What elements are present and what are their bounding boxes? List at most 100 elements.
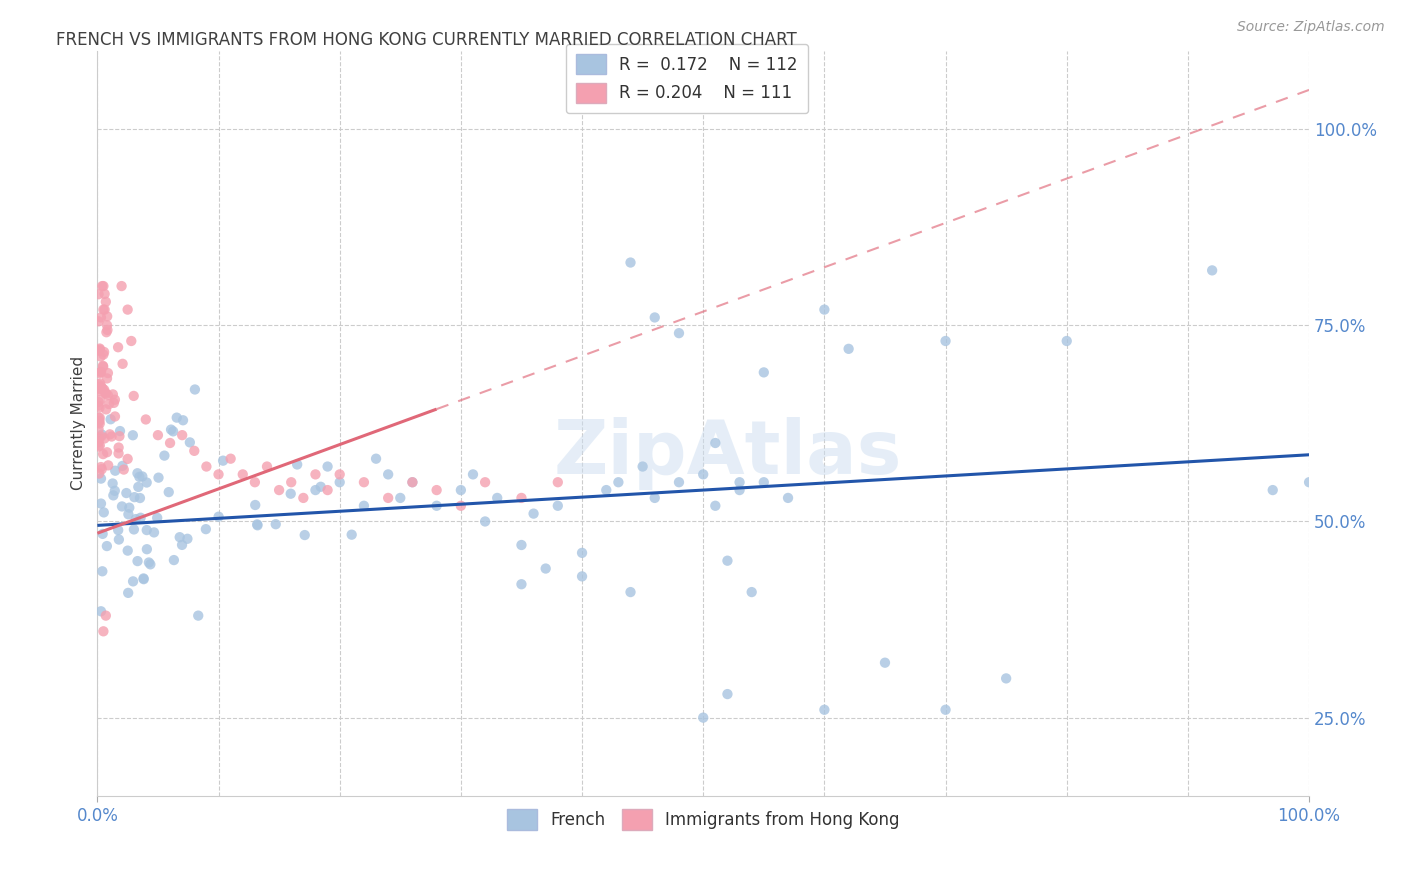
Point <box>96 325 118 339</box>
Point <box>87 414 110 428</box>
Point <box>94 294 117 309</box>
Point <box>90 427 112 442</box>
Point <box>96 318 118 333</box>
Text: ZipAtlas: ZipAtlas <box>554 417 901 490</box>
Point <box>207 509 229 524</box>
Point <box>87 395 110 409</box>
Point <box>245 498 267 512</box>
Point <box>304 483 326 497</box>
Point <box>316 459 339 474</box>
Point <box>752 365 775 379</box>
Point <box>94 402 117 417</box>
Point <box>510 491 533 505</box>
Point <box>184 383 207 397</box>
Point <box>135 523 157 537</box>
Point <box>94 386 117 401</box>
Point <box>117 451 139 466</box>
Point <box>340 527 363 541</box>
Point <box>143 525 166 540</box>
Point <box>139 558 162 572</box>
Legend: French, Immigrants from Hong Kong: French, Immigrants from Hong Kong <box>501 803 907 836</box>
Point <box>96 445 118 459</box>
Point <box>547 499 569 513</box>
Point <box>146 510 169 524</box>
Point <box>128 470 150 484</box>
Point <box>510 577 533 591</box>
Point <box>121 428 143 442</box>
Point <box>389 491 412 505</box>
Point <box>87 384 110 398</box>
Point <box>607 475 630 490</box>
Point <box>571 546 593 560</box>
Point <box>89 417 111 431</box>
Point <box>1298 475 1320 490</box>
Point <box>741 585 763 599</box>
Point <box>873 656 896 670</box>
Point <box>547 475 569 490</box>
Point <box>98 397 121 411</box>
Point <box>93 302 115 317</box>
Point <box>179 435 201 450</box>
Point <box>108 429 131 443</box>
Point <box>90 472 112 486</box>
Point <box>87 314 110 328</box>
Point <box>89 376 111 391</box>
Point <box>87 382 110 396</box>
Point <box>90 365 112 379</box>
Point <box>93 345 115 359</box>
Point <box>522 507 544 521</box>
Point <box>166 410 188 425</box>
Point <box>163 553 186 567</box>
Point <box>256 459 278 474</box>
Point <box>117 586 139 600</box>
Point <box>94 608 117 623</box>
Point <box>461 467 484 482</box>
Point <box>474 475 496 490</box>
Point <box>118 500 141 515</box>
Point <box>571 569 593 583</box>
Point <box>776 491 799 505</box>
Point <box>87 399 110 413</box>
Point <box>212 453 235 467</box>
Point <box>111 458 134 473</box>
Point <box>122 389 145 403</box>
Point <box>329 475 352 490</box>
Point <box>728 475 751 490</box>
Point <box>89 410 111 425</box>
Point <box>329 467 352 482</box>
Text: FRENCH VS IMMIGRANTS FROM HONG KONG CURRENTLY MARRIED CORRELATION CHART: FRENCH VS IMMIGRANTS FROM HONG KONG CURR… <box>56 31 797 49</box>
Point <box>87 410 110 425</box>
Point <box>93 347 115 361</box>
Point <box>146 428 169 442</box>
Point <box>692 467 714 482</box>
Point <box>111 500 134 514</box>
Point <box>127 467 149 481</box>
Point <box>93 302 115 317</box>
Point <box>103 396 125 410</box>
Point <box>129 510 152 524</box>
Point <box>90 429 112 443</box>
Point <box>104 409 127 424</box>
Point <box>377 467 399 482</box>
Point <box>101 387 124 401</box>
Point <box>704 499 727 513</box>
Point <box>87 343 110 358</box>
Point <box>135 412 157 426</box>
Point <box>87 435 110 450</box>
Point <box>87 431 110 445</box>
Point <box>91 279 114 293</box>
Point <box>183 443 205 458</box>
Point <box>157 485 180 500</box>
Point <box>207 467 229 482</box>
Point <box>813 703 835 717</box>
Point <box>90 382 112 396</box>
Point <box>90 379 112 393</box>
Point <box>104 483 127 498</box>
Point <box>316 483 339 497</box>
Point <box>132 572 155 586</box>
Point <box>90 497 112 511</box>
Point <box>280 487 302 501</box>
Point <box>91 564 114 578</box>
Point <box>135 475 157 490</box>
Point <box>534 561 557 575</box>
